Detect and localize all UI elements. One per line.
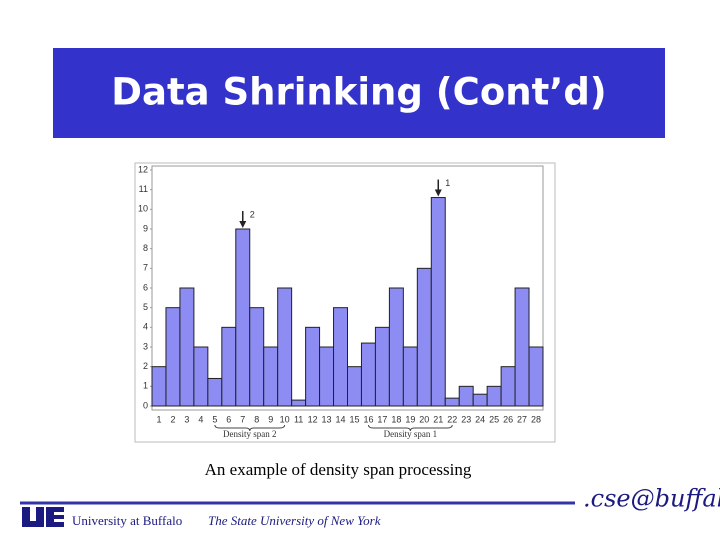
title-box [53,48,665,138]
bar [360,342,376,407]
annotation-label: 1 [445,178,450,188]
x-tick-label: 20 [419,414,429,424]
x-tick-label: 23 [461,414,471,424]
x-tick-label: 21 [433,414,443,424]
x-tick-label: 16 [363,414,373,424]
bar [249,307,265,407]
bar [305,326,321,407]
x-tick-label: 4 [198,414,203,424]
y-tick-label: 3 [143,341,148,351]
x-tick-label: 19 [405,414,415,424]
bar [207,377,223,407]
x-tick-label: 8 [254,414,259,424]
bar [347,366,362,407]
ub-logo [22,507,64,527]
bar [430,197,446,407]
x-tick-label: 18 [391,414,401,424]
span-brace [367,424,453,432]
y-tick-label: 5 [143,302,148,312]
x-tick-label: 7 [240,414,245,424]
span-label: Density span 1 [384,429,438,439]
bar [235,228,251,407]
bar [374,326,390,407]
x-tick-label: 1 [156,414,161,424]
bar [416,267,432,407]
y-tick-label: 4 [143,322,148,332]
y-tick-label: 2 [143,361,148,371]
y-tick-label: 0 [143,400,148,410]
x-tick-label: 3 [184,414,189,424]
bar [221,326,237,407]
y-tick-label: 10 [138,204,148,214]
x-tick-label: 22 [447,414,457,424]
bar [179,287,195,407]
x-tick-label: 26 [503,414,513,424]
bar [165,307,181,407]
x-tick-label: 2 [170,414,175,424]
y-tick-label: 6 [143,282,148,292]
x-tick-label: 10 [280,414,290,424]
bar [277,287,293,407]
bar [514,287,530,407]
y-tick-label: 9 [143,223,148,233]
y-tick-label: 11 [139,184,148,194]
x-tick-label: 6 [226,414,231,424]
x-tick-label: 25 [489,414,499,424]
bar [402,346,418,407]
span-label: Density span 2 [223,429,277,439]
bar [486,385,502,407]
slide-title: Data Shrinking (Cont’d) [111,71,606,114]
y-tick-label: 7 [143,263,148,273]
bar [333,307,348,407]
span-brace [214,424,286,432]
footer-brand: .cse@buffalo [583,485,720,513]
bar [500,366,516,407]
x-tick-label: 14 [336,414,346,424]
bar [528,346,544,407]
x-tick-label: 15 [349,414,359,424]
y-tick-label: 8 [143,243,148,253]
x-tick-label: 28 [531,414,541,424]
y-tick-label: 12 [138,164,148,174]
bar [193,346,209,407]
bar [444,397,460,407]
x-tick-label: 12 [308,414,318,424]
caption: An example of density span processing [205,460,472,479]
y-tick-label: 1 [143,381,148,391]
bar [291,399,307,407]
bar [458,385,474,407]
x-tick-label: 13 [322,414,332,424]
annotation-label: 2 [250,209,255,219]
footer-state: The State University of New York [208,513,381,528]
x-tick-label: 17 [377,414,387,424]
annotation-arrowhead [434,189,442,197]
x-tick-label: 24 [475,414,485,424]
footer-university: University at Buffalo [72,513,182,528]
annotation-arrowhead [239,221,247,228]
bar [472,393,488,407]
bar [263,346,279,407]
bar [319,346,335,407]
bar [388,287,404,407]
bar [151,366,167,407]
x-tick-label: 27 [517,414,527,424]
x-tick-label: 11 [294,414,303,424]
x-tick-label: 9 [268,414,273,424]
x-tick-label: 5 [212,414,217,424]
